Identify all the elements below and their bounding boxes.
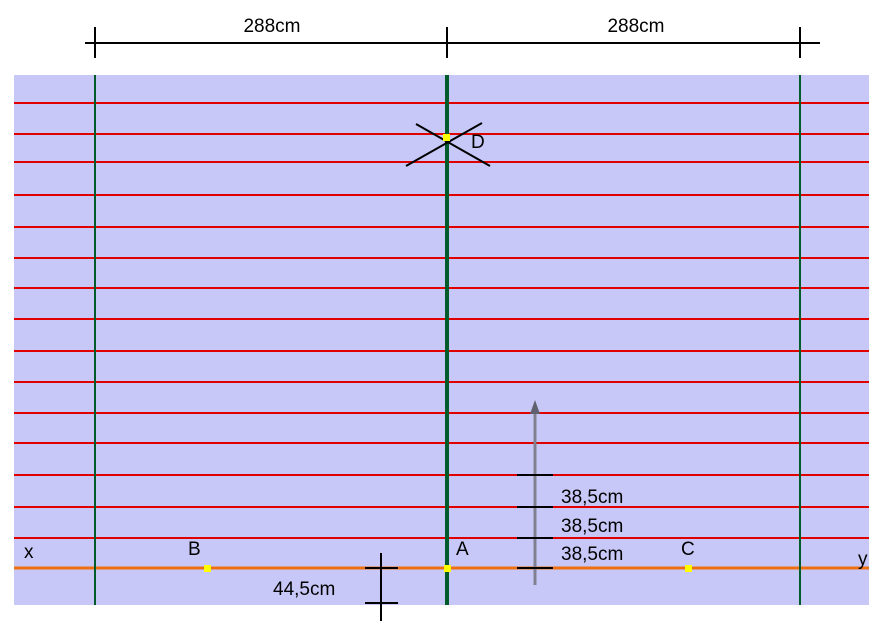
- arc-stroke: [405, 122, 483, 167]
- horizontal-lines: [14, 102, 869, 539]
- bottom-offset-label: 44,5cm: [273, 579, 335, 600]
- point-c-marker: [685, 565, 692, 572]
- spacing-label-1: 38,5cm: [561, 487, 623, 508]
- point-b-marker: [204, 565, 211, 572]
- top-left-dimension-label: 288cm: [243, 16, 300, 37]
- spacing-label-3: 38,5cm: [561, 544, 623, 565]
- field-area: [14, 75, 869, 605]
- point-d-label: D: [471, 132, 485, 153]
- top-dimension: [85, 27, 820, 58]
- point-a-marker: [444, 565, 451, 572]
- axis-end-label: y: [858, 549, 868, 570]
- point-b-label: B: [188, 539, 201, 560]
- spacing-ticks: [517, 474, 553, 569]
- axis-start-label: x: [24, 542, 34, 563]
- arc-stroke: [415, 123, 491, 167]
- spacing-label-2: 38,5cm: [561, 516, 623, 537]
- point-a-label: A: [456, 539, 469, 560]
- arrow-head: [530, 400, 540, 414]
- point-c-label: C: [681, 539, 695, 560]
- top-right-dimension-label: 288cm: [607, 16, 664, 37]
- bottom-offset-dimension: [365, 553, 398, 621]
- point-d-marker: [443, 134, 450, 141]
- intersection-arcs: [405, 122, 491, 167]
